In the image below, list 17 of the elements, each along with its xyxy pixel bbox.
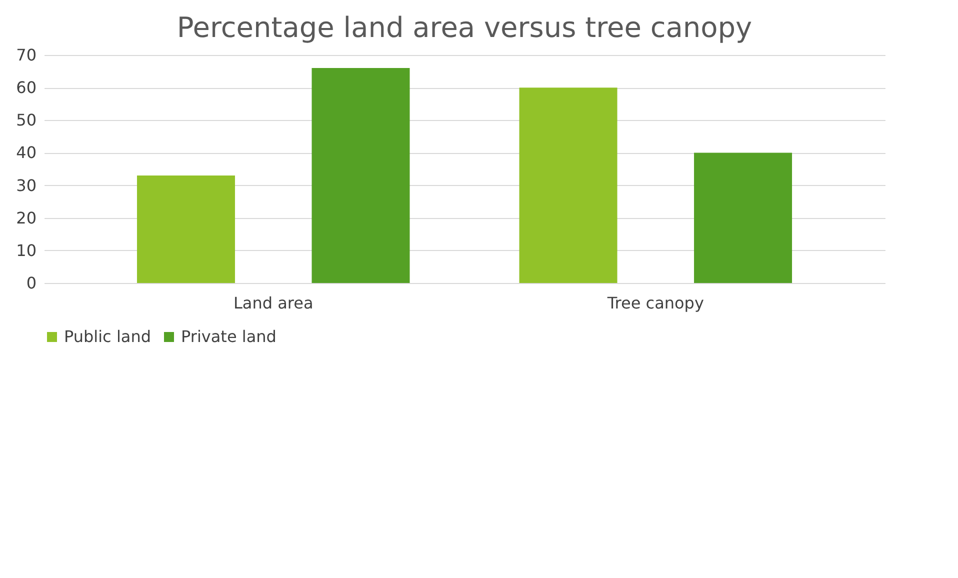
y-tick-label: 60 (16, 78, 36, 98)
legend-label: Private land (181, 327, 276, 346)
bar (519, 88, 618, 283)
chart-title: Percentage land area versus tree canopy (176, 11, 752, 44)
y-tick-label: 70 (16, 46, 36, 64)
y-tick-label: 30 (16, 176, 36, 195)
legend-label: Public land (64, 327, 151, 346)
bar (136, 176, 235, 283)
y-tick-label: 50 (16, 110, 36, 130)
y-tick-label: 10 (16, 240, 36, 260)
bar (694, 152, 792, 283)
x-tick-label: Tree canopy (606, 294, 704, 312)
x-tick-label: Land area (233, 294, 314, 312)
bar (312, 68, 410, 283)
y-tick-label: 0 (26, 274, 36, 292)
y-tick-label: 20 (16, 208, 36, 228)
y-tick-label: 40 (16, 143, 36, 162)
